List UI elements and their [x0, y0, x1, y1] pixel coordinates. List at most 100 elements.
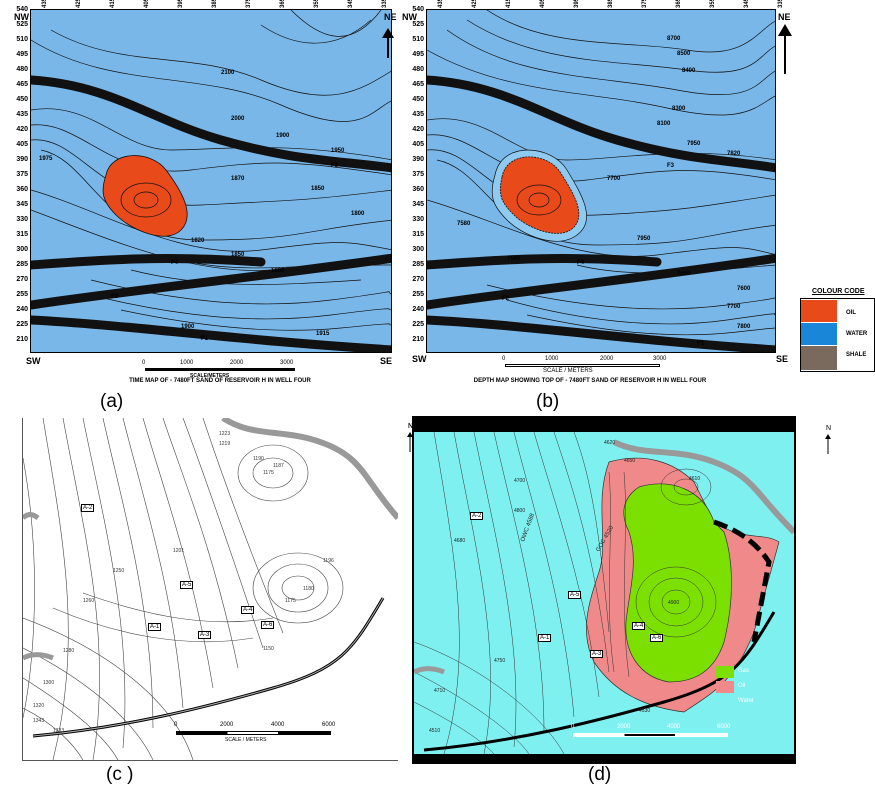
axis-tick-label: 255 — [412, 291, 424, 298]
legend-swatch-gas — [716, 666, 734, 678]
fault-label: F2 — [502, 296, 510, 302]
axis-tick-label: 495 — [16, 51, 28, 58]
contour-label: 1800 — [351, 211, 365, 217]
well-label: A-5 — [180, 581, 194, 589]
panel-c-map[interactable]: A-2 A-5 A-4 A-1 A-3 A-6 1223 1219 1190 1… — [22, 418, 398, 761]
well-label: A-2 — [81, 504, 95, 512]
scale-tick: 3000 — [280, 360, 294, 366]
axis-tick-label: 540 — [412, 6, 424, 13]
fault-label: F4 — [577, 260, 585, 266]
contour-label: 1850 — [231, 252, 245, 258]
legend-swatch-water — [716, 696, 734, 708]
legend-item-oil: Oil — [738, 683, 746, 689]
scale-tick: 6000 — [717, 724, 731, 730]
corner-se: SE — [380, 356, 393, 366]
well-label: A-3 — [590, 650, 604, 658]
axis-tick-label: 330 — [412, 216, 424, 223]
axis-tick-label: 330 — [16, 216, 28, 223]
contour-label: 1820 — [191, 238, 205, 244]
axis-tick-label: 225 — [412, 321, 424, 328]
axis-tick-label: 345 — [412, 201, 424, 208]
contour-label: 1150 — [263, 646, 274, 652]
contour-label: 4680 — [454, 538, 465, 544]
scale-tick: 1000 — [545, 356, 559, 362]
contour-label: 7580 — [457, 221, 471, 227]
contour-label: 1280 — [63, 648, 75, 654]
axis-tick-label: 415 — [506, 0, 512, 9]
contour-label: 1175 — [285, 598, 296, 604]
corner-nw: NW — [14, 12, 29, 22]
corner-sw: SW — [26, 356, 41, 366]
axis-tick-label: 210 — [16, 336, 28, 343]
axis-tick-label: 405 — [16, 141, 28, 148]
contour-label: 1180 — [303, 586, 314, 592]
contour-label: 7700 — [727, 304, 741, 310]
contour-label: 7660 — [677, 271, 691, 277]
contour-label: 1850 — [311, 186, 325, 192]
contour-label: 1915 — [316, 331, 330, 337]
contour-label: 1880 — [271, 268, 285, 274]
axis-tick-label: 525 — [16, 21, 28, 28]
contour-label: 8400 — [682, 68, 696, 74]
axis-tick-label: 465 — [16, 81, 28, 88]
fault-label: F3 — [667, 163, 675, 169]
panel-b-map[interactable]: 8700 8500 8400 8300 8100 7950 7700 7820 … — [426, 9, 776, 353]
fault-label: F1 — [201, 336, 209, 342]
axis-tick-label: 425 — [472, 0, 478, 9]
axis-tick-label: 300 — [412, 246, 424, 253]
panel-a-map[interactable]: 2100 2000 1900 1950 1870 1850 1800 1820 … — [30, 9, 392, 353]
scale-tick: 2000 — [220, 722, 234, 728]
contour-label: 1343 — [33, 718, 45, 724]
axis-tick-label: 240 — [412, 306, 424, 313]
contour-label: 4700 — [514, 478, 525, 484]
north-label: N — [408, 423, 414, 430]
axis-tick-label: 375 — [412, 171, 424, 178]
axis-tick-label: 375 — [16, 171, 28, 178]
axis-tick-label: 345 — [744, 0, 750, 9]
legend-swatch-shale — [801, 346, 837, 370]
scale-tick: 2000 — [617, 724, 631, 730]
panel-d-map[interactable]: 4620 4650 4700 4800 4610 4900 4530 4510 … — [412, 416, 796, 764]
axis-tick-label: 415 — [110, 0, 116, 9]
contour-label: 8100 — [657, 121, 671, 127]
axis-tick-label: 385 — [608, 0, 614, 9]
contour-label: 1201 — [173, 548, 185, 554]
axis-tick-label: 395 — [178, 0, 184, 9]
well-label: A-4 — [632, 622, 646, 630]
contour-label: 1187 — [273, 463, 284, 469]
contact-label: OWC 4588 — [520, 512, 536, 543]
panel-a-label: (a) — [100, 391, 124, 412]
well-label: A-1 — [538, 634, 552, 642]
axis-tick-label: 270 — [16, 276, 28, 283]
contour-label: 7600 — [737, 286, 751, 292]
axis-tick-label: 420 — [16, 126, 28, 133]
contour-label: 4650 — [624, 458, 635, 464]
axis-tick-label: 435 — [412, 111, 424, 118]
panel-a-caption: TIME MAP OF - 7480FT SAND OF RESERVOIR H… — [129, 378, 311, 384]
north-arrow-icon — [407, 432, 413, 452]
fault-label: F4 — [171, 260, 179, 266]
axis-tick-label: 390 — [412, 156, 424, 163]
well-label: A-6 — [650, 634, 664, 642]
axis-tick-label: 345 — [348, 0, 354, 9]
axis-tick-label: 210 — [412, 336, 424, 343]
north-label: N — [826, 425, 832, 432]
legend-item-oil: OIL — [846, 310, 856, 316]
axis-tick-label: 435 — [438, 0, 444, 9]
contour-label: 1333 — [53, 728, 65, 734]
contour-label: 8300 — [672, 106, 686, 112]
axis-tick-label: 420 — [412, 126, 424, 133]
well-label: A-3 — [198, 631, 212, 639]
contour-label: 1219 — [219, 441, 231, 447]
axis-tick-label: 450 — [16, 96, 28, 103]
well-label: A-6 — [261, 621, 275, 629]
axis-tick-label: 365 — [676, 0, 682, 9]
axis-tick-label: 365 — [280, 0, 286, 9]
panel-d-legend: Gas Oil Water — [716, 666, 776, 714]
axis-tick-label: 405 — [412, 141, 424, 148]
contour-label: 4710 — [434, 688, 445, 694]
axis-tick-label: 240 — [16, 306, 28, 313]
legend-item-gas: Gas — [738, 668, 750, 674]
contour-label: 4530 — [639, 708, 650, 714]
panel-b-label: (b) — [536, 391, 560, 412]
